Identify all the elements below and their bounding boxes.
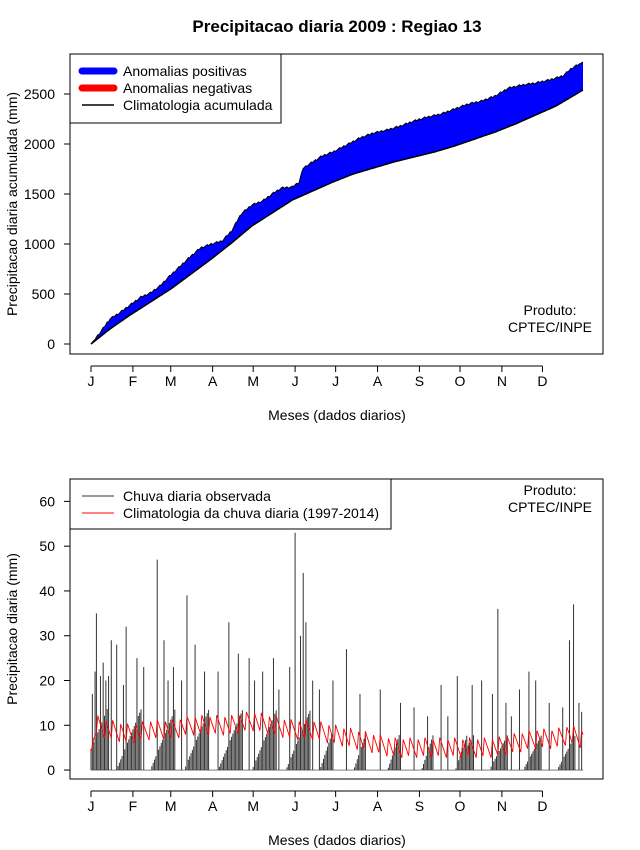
legend-box	[69, 478, 392, 530]
y-tick-label: 10	[39, 717, 55, 733]
figure-title: Precipitacao diaria 2009 : Regiao 13	[192, 17, 481, 36]
legend-label-positive: Anomalias positivas	[123, 63, 247, 79]
y-tick-label: 50	[39, 538, 55, 554]
legend: Anomalias positivas Anomalias negativas …	[69, 53, 282, 124]
legend-box	[69, 53, 282, 124]
x-tick-label: J	[292, 373, 299, 389]
x-tick-label: M	[165, 798, 177, 814]
y-axis: 0 10 20 30 40 50 60	[39, 493, 70, 778]
x-tick-label: D	[537, 373, 547, 389]
accumulated-lines	[90, 61, 584, 345]
x-tick-label: M	[165, 373, 177, 389]
y-tick-label: 60	[39, 493, 55, 509]
x-tick-label: S	[415, 373, 424, 389]
product-source: CPTEC/INPE	[508, 499, 592, 515]
climatology-accumulated-line	[90, 89, 584, 345]
legend: Chuva diaria observada Climatologia da c…	[69, 478, 392, 530]
y-axis-label: Precipitacao diaria acumulada (mm)	[4, 92, 20, 316]
x-tick-label: J	[332, 798, 339, 814]
x-tick-label: F	[129, 798, 138, 814]
x-tick-label: J	[88, 798, 95, 814]
daily-climatology-line	[90, 711, 584, 758]
climatology-daily-line	[90, 711, 584, 758]
y-axis: 0 500 1000 1500 2000 2500	[24, 86, 70, 352]
x-tick-label: J	[88, 373, 95, 389]
x-tick-label: J	[332, 373, 339, 389]
positive-anomaly-area	[91, 62, 583, 344]
product-label: Produto:	[524, 302, 577, 318]
x-tick-label: A	[208, 798, 218, 814]
y-tick-label: 2500	[24, 86, 55, 102]
positive-anomaly-fill	[91, 62, 583, 344]
x-tick-label: F	[129, 373, 138, 389]
x-tick-label: N	[497, 373, 507, 389]
y-tick-label: 0	[47, 336, 55, 352]
x-axis-label: Meses (dados diarios)	[268, 832, 406, 848]
x-tick-label: D	[537, 798, 547, 814]
legend-label-climatology: Climatologia da chuva diaria (1997-2014)	[123, 505, 379, 521]
x-tick-label: N	[497, 798, 507, 814]
legend-label-observed: Chuva diaria observada	[123, 488, 271, 504]
y-tick-label: 2000	[24, 136, 55, 152]
y-axis-label: Precipitacao diaria (mm)	[4, 553, 20, 705]
y-tick-label: 1000	[24, 236, 55, 252]
x-tick-label: J	[292, 798, 299, 814]
product-label: Produto:	[524, 482, 577, 498]
x-tick-label: O	[455, 798, 466, 814]
x-tick-label: M	[247, 798, 259, 814]
plot-frame	[69, 53, 604, 355]
y-tick-label: 30	[39, 628, 55, 644]
x-axis-label: Meses (dados diarios)	[268, 407, 406, 423]
x-tick-label: O	[455, 373, 466, 389]
y-tick-label: 500	[32, 286, 56, 302]
product-source: CPTEC/INPE	[508, 319, 592, 335]
y-tick-label: 1500	[24, 186, 55, 202]
accumulated-precipitation-chart: 0 500 1000 1500 2000 2500 J F M A M J J A S O N D Meses …	[4, 53, 604, 423]
x-tick-label: S	[415, 798, 424, 814]
observed-accumulated-line	[90, 61, 584, 345]
x-tick-label: A	[208, 373, 218, 389]
y-tick-label: 20	[39, 672, 55, 688]
daily-precipitation-chart: 0 10 20 30 40 50 60 J F M A M J J A S O N D Meses (dados …	[4, 478, 604, 848]
legend-label-climatology: Climatologia acumulada	[123, 97, 273, 113]
x-tick-label: M	[247, 373, 259, 389]
y-tick-label: 40	[39, 583, 55, 599]
y-tick-label: 0	[47, 762, 55, 778]
x-tick-label: A	[373, 373, 383, 389]
x-tick-label: A	[373, 798, 383, 814]
legend-label-negative: Anomalias negativas	[123, 80, 252, 96]
